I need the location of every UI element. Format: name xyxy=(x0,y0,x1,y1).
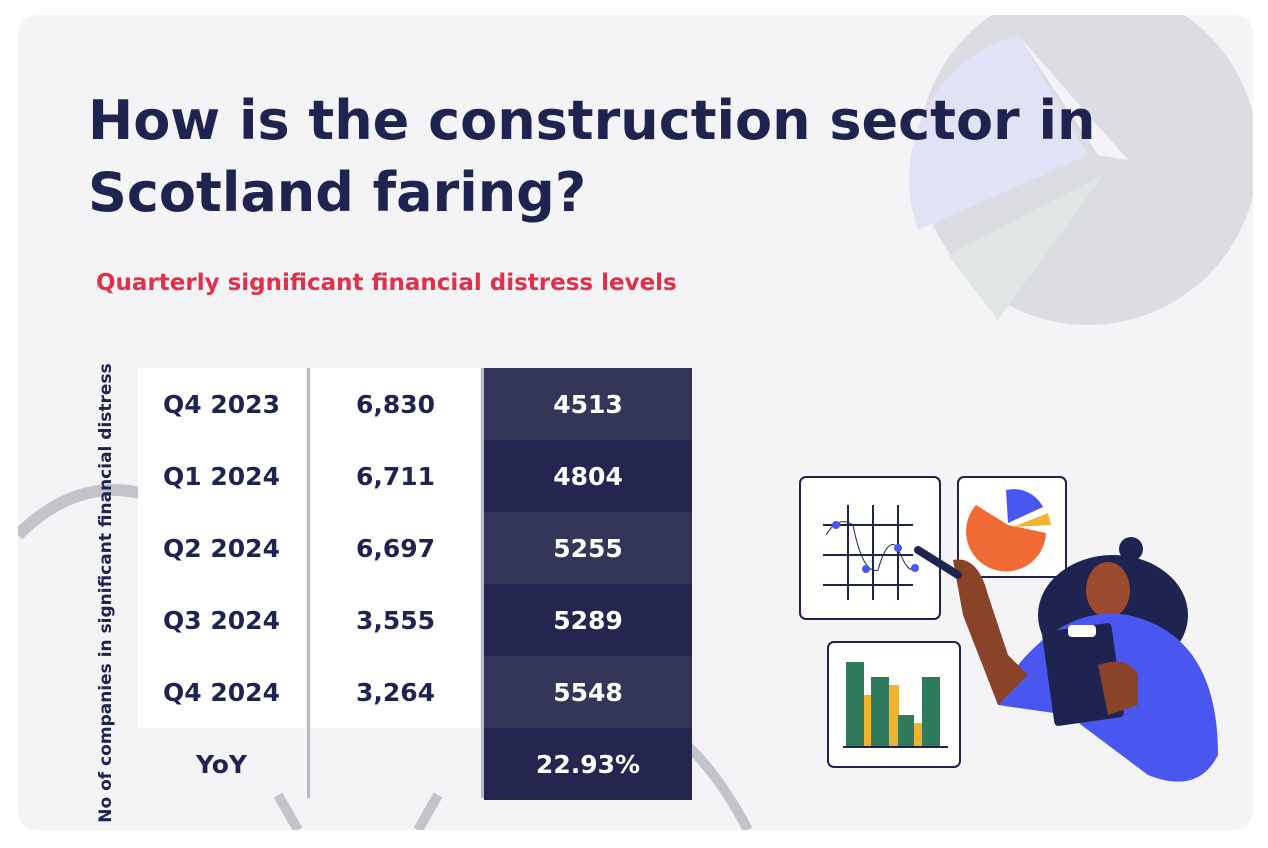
distress-cell: 5289 xyxy=(484,584,692,656)
companies-cell: 6,697 xyxy=(311,512,480,584)
distress-cell: 5255 xyxy=(484,512,692,584)
period-cell: Q4 2023 xyxy=(138,368,305,440)
period-cell: Q2 2024 xyxy=(138,512,305,584)
period-cell: Q3 2024 xyxy=(138,584,305,656)
title-line: How is the construction sector in xyxy=(88,89,1096,152)
distress-cell: 5548 xyxy=(484,656,692,728)
subtitle: Quarterly significant financial distress… xyxy=(96,270,677,296)
distress-cell: 4804 xyxy=(484,440,692,512)
decoration xyxy=(18,15,1253,830)
yoy-value: 22.93% xyxy=(484,728,692,800)
column-divider xyxy=(307,368,310,798)
companies-cell: 6,830 xyxy=(311,368,480,440)
period-cell: Q1 2024 xyxy=(138,440,305,512)
distress-cell: 4513 xyxy=(484,368,692,440)
companies-cell: 3,264 xyxy=(311,656,480,728)
yoy-label: YoY xyxy=(195,749,248,779)
card: How is the construction sector in Scotla… xyxy=(18,15,1253,830)
period-cell: Q4 2024 xyxy=(138,656,305,728)
companies-cell: 3,555 xyxy=(311,584,480,656)
title: How is the construction sector in Scotla… xyxy=(88,85,1095,229)
column-divider xyxy=(481,368,484,798)
title-line: Scotland faring? xyxy=(88,161,587,224)
axis-label: No of companies in significant financial… xyxy=(96,363,116,823)
yoy-empty xyxy=(311,728,480,800)
companies-cell: 6,711 xyxy=(311,440,480,512)
